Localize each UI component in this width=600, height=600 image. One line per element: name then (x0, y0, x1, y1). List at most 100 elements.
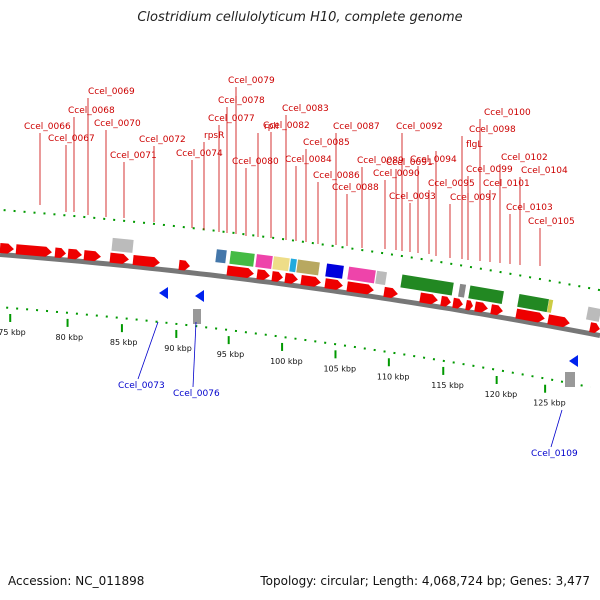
forward-gene-arrow (109, 252, 129, 264)
forward-gene-label: Ccel_0104 (521, 166, 568, 176)
forward-gene-arrow (256, 269, 270, 281)
gene-block (296, 259, 320, 276)
scale-tick-label: 125 kbp (533, 399, 566, 408)
forward-gene-label: Ccel_0070 (94, 119, 141, 129)
forward-gene-arrow (589, 322, 600, 334)
forward-gene-arrow (547, 314, 570, 328)
gene-block (517, 293, 550, 313)
scale-tick-label: 95 kbp (217, 350, 245, 359)
forward-gene-label: rplI (264, 122, 279, 132)
reverse-gene-block (565, 372, 575, 387)
reverse-gene-block (193, 309, 201, 324)
forward-gene-label: Ccel_0077 (208, 114, 255, 124)
accession-label: Accession: NC_011898 (8, 574, 145, 588)
forward-gene-arrow (346, 281, 374, 295)
forward-gene-label: Ccel_0080 (232, 157, 279, 167)
forward-gene-label: Ccel_0085 (303, 138, 350, 148)
gene-block (585, 306, 600, 322)
chromosome-backbone (0, 252, 600, 338)
forward-gene-label: Ccel_0069 (88, 87, 135, 97)
forward-gene-arrow (383, 286, 398, 298)
map-title: Clostridium cellulolyticum H10, complete… (137, 10, 463, 25)
forward-gene-label: Ccel_0091 (386, 158, 433, 168)
forward-gene-arrow (132, 254, 160, 268)
forward-gene-arrow (419, 292, 438, 305)
forward-gene-label: flgL (466, 140, 482, 150)
forward-gene-label: Ccel_0086 (313, 171, 360, 181)
gene-block (255, 254, 273, 270)
forward-gene-label: Ccel_0100 (484, 108, 531, 118)
gene-block (111, 237, 134, 253)
forward-gene-label: Ccel_0092 (396, 122, 443, 132)
gene-block (458, 283, 467, 298)
gene-block (325, 263, 344, 279)
forward-gene-label: Ccel_0078 (218, 96, 265, 106)
forward-gene-arrow (226, 265, 254, 278)
forward-gene-label: Ccel_0088 (332, 183, 379, 193)
forward-gene-label: Ccel_0087 (333, 122, 380, 132)
forward-gene-arrow (0, 243, 14, 254)
forward-gene-label: rpsR (204, 131, 224, 141)
forward-gene-label: Ccel_0097 (450, 193, 497, 203)
forward-gene-arrow (284, 272, 298, 284)
reverse-gene-label: Ccel_0073 (118, 381, 165, 391)
forward-gene-arrow (178, 259, 190, 271)
scale-tick-label: 105 kbp (323, 364, 356, 373)
forward-gene-arrow (490, 304, 503, 316)
gene-block (468, 285, 504, 305)
reverse-label-leader (550, 409, 563, 448)
scale-tick-label: 110 kbp (377, 372, 410, 381)
reverse-label-leader (192, 321, 197, 388)
gene-block (347, 266, 376, 284)
gene-block (546, 299, 554, 313)
forward-gene-label: Ccel_0084 (285, 155, 332, 165)
forward-gene-label: Ccel_0095 (428, 179, 475, 189)
forward-gene-label: Ccel_0093 (389, 192, 436, 202)
scale-tick-label: 85 kbp (110, 338, 138, 347)
forward-gene-arrow (474, 301, 488, 313)
forward-gene-label: Ccel_0066 (24, 122, 71, 132)
scale-tick-label: 120 kbp (485, 390, 518, 399)
forward-gene-arrow (271, 271, 283, 282)
outer-guide-track (3, 209, 600, 292)
forward-gene-label: Ccel_0067 (48, 134, 95, 144)
forward-gene-arrow (54, 247, 66, 259)
scale-tick-label: 90 kbp (164, 344, 192, 353)
forward-gene-label: Ccel_0074 (176, 149, 223, 159)
reverse-gene-arrow (195, 290, 204, 302)
reverse-gene-label: Ccel_0109 (531, 449, 578, 459)
scale-tick-label: 75 kbp (0, 328, 26, 337)
gene-block (375, 270, 387, 286)
gene-block (215, 249, 227, 264)
reverse-gene-label: Ccel_0076 (173, 389, 220, 399)
forward-gene-label: Ccel_0083 (282, 104, 329, 114)
forward-gene-arrow (324, 278, 343, 290)
gene-block (400, 274, 454, 296)
forward-gene-arrow (440, 295, 451, 307)
reverse-label-leader (137, 321, 159, 380)
scale-tick-label: 100 kbp (270, 357, 303, 366)
gene-block (229, 250, 255, 267)
forward-gene-arrow (300, 274, 321, 287)
gene-block (272, 256, 290, 272)
forward-gene-label: Ccel_0101 (483, 179, 530, 189)
forward-gene-label: Ccel_0072 (139, 135, 186, 145)
gene-block (289, 258, 297, 273)
reverse-gene-arrow (159, 287, 168, 299)
forward-gene-arrow (83, 250, 101, 262)
forward-gene-label: Ccel_0089 (357, 156, 404, 166)
forward-gene-label: Ccel_0098 (469, 125, 516, 135)
topology-label: Topology: circular; Length: 4,068,724 bp… (260, 574, 590, 588)
forward-gene-label: Ccel_0090 (373, 169, 420, 179)
forward-gene-label: Ccel_0103 (506, 203, 553, 213)
forward-gene-label: Ccel_0105 (528, 217, 575, 227)
forward-gene-label: Ccel_0094 (410, 155, 457, 165)
forward-gene-label: Ccel_0102 (501, 153, 548, 163)
scale-tick-label: 115 kbp (431, 381, 464, 390)
forward-gene-label: Ccel_0068 (68, 106, 115, 116)
forward-gene-arrow (465, 299, 473, 311)
forward-gene-arrow (452, 297, 463, 309)
forward-gene-label: Ccel_0079 (228, 76, 275, 86)
forward-gene-arrow (515, 308, 545, 323)
